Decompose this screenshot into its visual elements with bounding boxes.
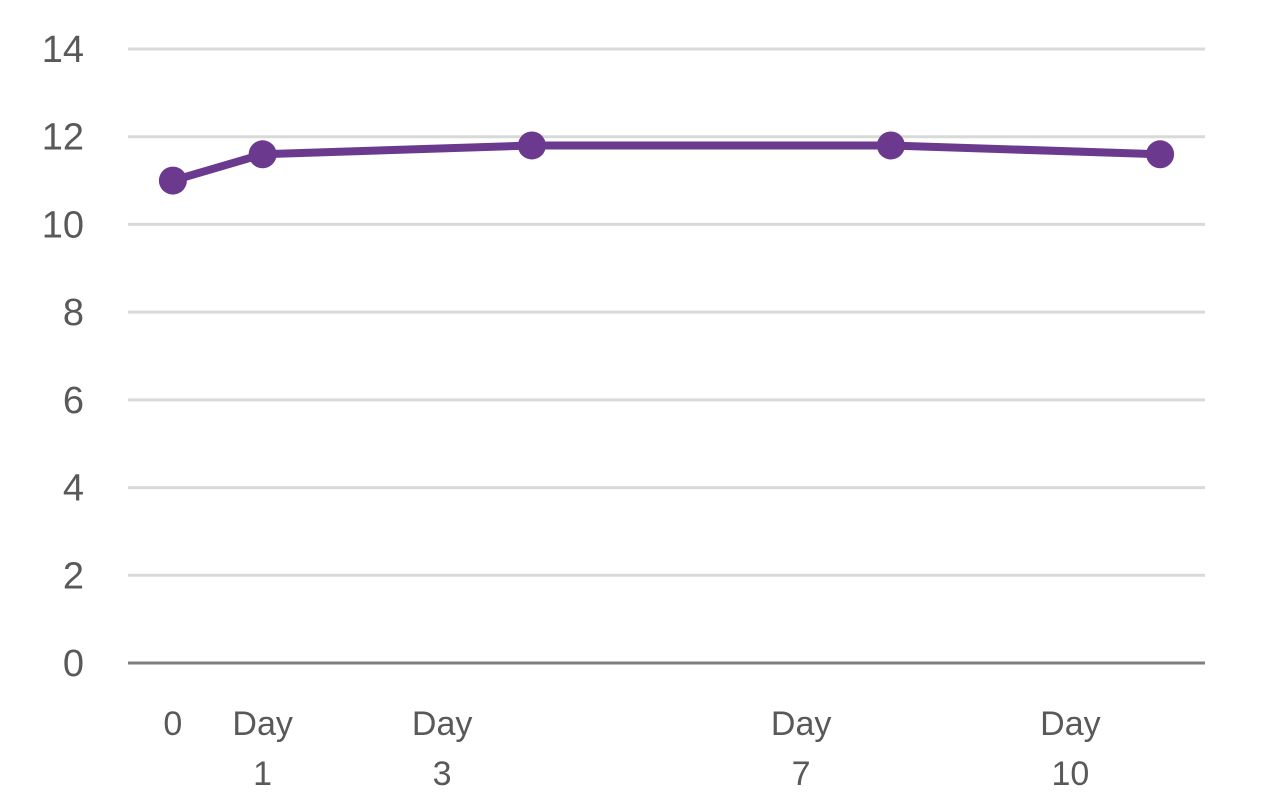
x-tick-label-line: Day xyxy=(771,705,831,743)
x-tick-label-line: 0 xyxy=(163,705,182,743)
data-point xyxy=(876,131,905,160)
x-tick-label-line: 1 xyxy=(253,755,272,793)
data-point xyxy=(248,140,277,169)
data-point xyxy=(517,131,546,160)
x-tick-label-line: Day xyxy=(412,705,472,743)
y-tick-label: 2 xyxy=(63,555,84,597)
y-tick-label: 14 xyxy=(42,29,84,71)
x-tick-label: Day 3 xyxy=(412,705,472,793)
x-tick-label: Day 10 xyxy=(1040,705,1100,793)
y-tick-label: 0 xyxy=(63,643,84,685)
y-tick-label: 10 xyxy=(42,204,84,246)
series-line xyxy=(168,141,1165,185)
x-axis-tick-labels: 0 Day 1 Day 3 Day 7 Day 10 xyxy=(163,705,1100,793)
x-tick-label: Day 1 xyxy=(232,705,292,793)
x-tick-label-line: Day xyxy=(232,705,292,743)
series-group xyxy=(158,131,1175,195)
gridlines xyxy=(128,47,1205,665)
x-tick-label-line: Day xyxy=(1040,705,1100,743)
x-tick-label-line: 10 xyxy=(1051,755,1089,793)
y-axis-tick-labels: 0 2 4 6 8 10 12 14 xyxy=(42,29,84,685)
y-tick-label: 8 xyxy=(63,292,84,334)
y-tick-label: 4 xyxy=(63,468,84,510)
x-tick-label-line: 3 xyxy=(433,755,452,793)
y-tick-label: 12 xyxy=(42,117,84,159)
x-tick-label: Day 7 xyxy=(771,705,831,793)
x-tick-label: 0 xyxy=(163,705,182,743)
y-tick-label: 6 xyxy=(63,380,84,422)
data-point xyxy=(158,166,187,195)
data-point xyxy=(1146,140,1175,169)
x-tick-label-line: 7 xyxy=(792,755,811,793)
